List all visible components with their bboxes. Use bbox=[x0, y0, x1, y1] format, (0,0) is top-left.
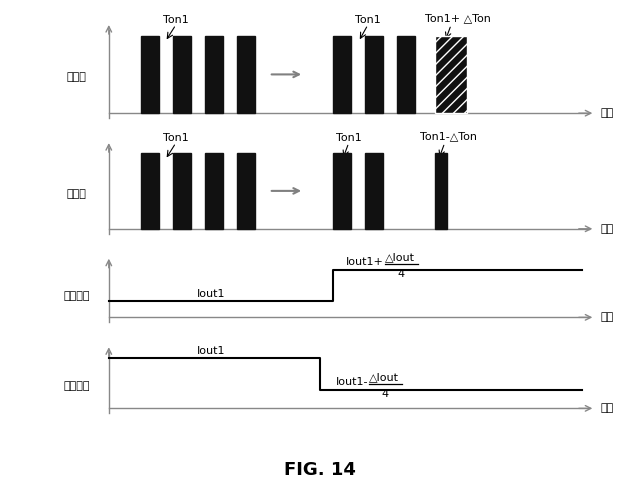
Text: 4: 4 bbox=[381, 389, 389, 399]
Text: パルス: パルス bbox=[67, 72, 87, 83]
Text: 時間: 時間 bbox=[600, 312, 614, 322]
Text: 出力電流: 出力電流 bbox=[63, 381, 90, 391]
Bar bbox=[141, 153, 159, 229]
Text: 時間: 時間 bbox=[600, 403, 614, 413]
Bar bbox=[237, 35, 255, 113]
Bar bbox=[173, 153, 191, 229]
Bar bbox=[365, 35, 383, 113]
Text: FIG. 14: FIG. 14 bbox=[284, 461, 356, 479]
Bar bbox=[205, 35, 223, 113]
Text: 出力電流: 出力電流 bbox=[63, 291, 90, 302]
Text: Iout1: Iout1 bbox=[197, 289, 225, 299]
Bar bbox=[237, 153, 255, 229]
Text: Ton1: Ton1 bbox=[163, 133, 189, 143]
Text: Iout1-: Iout1- bbox=[335, 377, 368, 387]
Text: △Iout: △Iout bbox=[369, 372, 399, 382]
Text: Ton1: Ton1 bbox=[355, 15, 381, 25]
Text: △Iout: △Iout bbox=[385, 252, 415, 262]
Text: パルス: パルス bbox=[67, 189, 87, 199]
Bar bbox=[435, 153, 447, 229]
Bar bbox=[205, 153, 223, 229]
Bar bbox=[141, 35, 159, 113]
Text: Ton1: Ton1 bbox=[336, 133, 362, 143]
Bar bbox=[365, 153, 383, 229]
Bar bbox=[333, 35, 351, 113]
Text: 時間: 時間 bbox=[600, 224, 614, 234]
Bar bbox=[333, 153, 351, 229]
Text: 時間: 時間 bbox=[600, 108, 614, 118]
Text: Iout1: Iout1 bbox=[197, 346, 225, 356]
Bar bbox=[435, 35, 467, 113]
Text: Ton1-△Ton: Ton1-△Ton bbox=[419, 131, 477, 141]
Text: Iout1+: Iout1+ bbox=[346, 257, 384, 267]
Bar bbox=[173, 35, 191, 113]
Text: Ton1+ △Ton: Ton1+ △Ton bbox=[425, 13, 490, 23]
Text: Ton1: Ton1 bbox=[163, 15, 189, 25]
Text: 4: 4 bbox=[397, 269, 405, 279]
Bar bbox=[397, 35, 415, 113]
